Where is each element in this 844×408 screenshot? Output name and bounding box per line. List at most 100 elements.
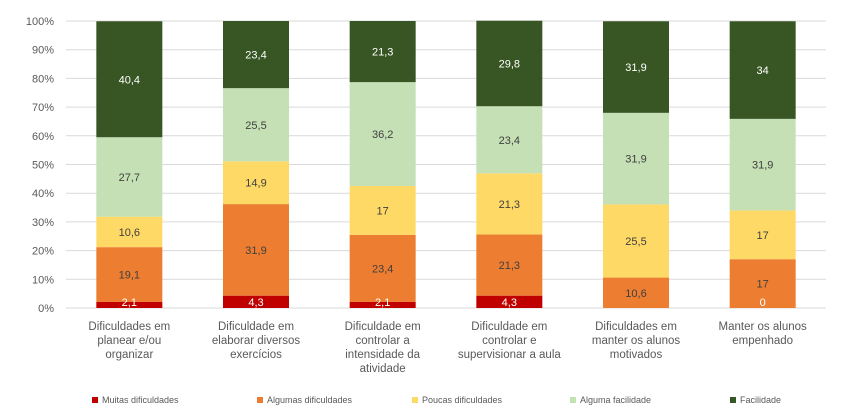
y-tick-label: 10% [32, 274, 54, 286]
data-label: 4,3 [248, 297, 263, 309]
y-tick-label: 20% [32, 246, 54, 258]
data-label: 29,8 [499, 58, 520, 70]
bar-segment [476, 295, 543, 308]
category-label-line: elaborar diversos [212, 335, 300, 347]
data-label: 25,5 [245, 120, 266, 132]
y-tick-label: 100% [26, 16, 54, 28]
bar-segment [349, 186, 416, 235]
data-label: 17 [377, 205, 389, 217]
legend-swatch [570, 397, 576, 403]
data-label: 17 [757, 279, 769, 291]
data-labels: 2,1 19,1 10,6 27,7 40,4 4,3 31,9 14,9 25,5 23,4 2,… [119, 47, 774, 309]
bar-segment [729, 21, 796, 119]
category-label-line: empenhado [732, 335, 793, 347]
legend-swatch [92, 397, 98, 403]
bar-segment [223, 21, 289, 89]
bar-segment [223, 161, 289, 205]
category-label-line: atividade [360, 363, 406, 375]
legend-label: Muitas dificuldades [102, 395, 179, 405]
y-tick-label: 80% [32, 73, 54, 85]
bar-segment [476, 20, 543, 107]
y-tick-label: 0% [38, 303, 54, 315]
bar-segment [603, 112, 669, 205]
category-label: Dificuldade em elaborar diversos exercício… [212, 321, 300, 361]
category-label: Dificuldade em controlar e supervisionar a… [458, 321, 562, 361]
bar-segment [349, 301, 416, 308]
data-label: 14,9 [245, 178, 266, 190]
data-label: 0 [760, 297, 766, 309]
y-tick-label: 90% [32, 45, 54, 57]
category-label-line: organizar [105, 349, 153, 361]
category-label-line: Manter os alunos [719, 321, 807, 333]
bar-segment [603, 21, 669, 113]
legend: Muitas dificuldades Algumas dificuldades P… [92, 395, 781, 405]
data-label: 2,1 [122, 297, 137, 309]
category-label-line: supervisionar a aula [458, 349, 562, 361]
x-axis: Dificuldades em planear e/ou organizarDifi… [88, 321, 807, 375]
bar-segment [96, 21, 163, 138]
category-label: Dificuldades em planear e/ou organizar [88, 321, 170, 361]
y-tick-label: 50% [32, 160, 54, 172]
category-label: Dificuldades em manter os alunos motivados [592, 321, 680, 361]
data-label: 23,4 [245, 50, 266, 62]
data-label: 21,3 [499, 199, 520, 211]
data-label: 34 [757, 65, 769, 77]
data-label: 23,4 [499, 135, 520, 147]
bar-segment [349, 21, 416, 83]
bar-segment [349, 82, 416, 187]
category-label: Dificuldade em controlar a intensidade da a… [345, 321, 421, 375]
bar-segment [349, 234, 416, 302]
category-label-line: exercícios [230, 349, 282, 361]
category-label-line: Dificuldades em [595, 321, 677, 333]
category-label-line: planear e/ou [97, 335, 161, 347]
bar-segment [603, 277, 669, 308]
category-label-line: Dificuldade em [345, 321, 421, 333]
bar-segment [223, 295, 289, 308]
legend-label: Poucas dificuldades [422, 395, 503, 405]
legend-swatch [257, 397, 263, 403]
data-label: 23,4 [372, 263, 393, 275]
data-label: 21,3 [499, 260, 520, 272]
data-label: 17 [757, 230, 769, 242]
data-label: 40,4 [119, 74, 140, 86]
y-tick-label: 70% [32, 102, 54, 114]
gridlines [66, 20, 826, 309]
bars [96, 20, 796, 308]
data-label: 36,2 [372, 129, 393, 141]
bar-segment [476, 106, 543, 174]
legend-label: Alguma facilidade [580, 395, 651, 405]
category-label-line: motivados [610, 349, 663, 361]
bar-segment [476, 234, 543, 296]
data-label: 31,9 [625, 62, 646, 74]
data-label: 31,9 [245, 245, 266, 257]
bar-segment [729, 118, 796, 211]
data-label: 19,1 [119, 270, 140, 282]
bar-segment [729, 210, 796, 260]
data-label: 10,6 [119, 227, 140, 239]
bar-segment [603, 204, 669, 278]
legend-swatch [730, 397, 736, 403]
legend-swatch [412, 397, 418, 403]
y-tick-label: 30% [32, 217, 54, 229]
bar-segment [476, 173, 543, 235]
bar-segment [96, 216, 163, 248]
data-label: 4,3 [502, 297, 517, 309]
y-tick-label: 60% [32, 131, 54, 143]
category-label-line: controlar a [355, 335, 410, 347]
legend-label: Facilidade [740, 395, 781, 405]
bar-segment [96, 247, 163, 302]
category-label-line: Dificuldade em [471, 321, 547, 333]
category-label-line: controlar e [482, 335, 536, 347]
data-label: 21,3 [372, 47, 393, 59]
bar-segment [729, 259, 796, 308]
category-label-line: Dificuldades em [88, 321, 170, 333]
category-label: Manter os alunos empenhado [719, 321, 807, 347]
data-label: 2,1 [375, 297, 390, 309]
bar-segment [96, 301, 163, 308]
data-label: 10,6 [625, 288, 646, 300]
data-label: 31,9 [752, 160, 773, 172]
y-axis: 0% 10% 20% 30% 40% 50% 60% 70% 80% 90% 100% [26, 16, 54, 315]
data-label: 27,7 [119, 172, 140, 184]
